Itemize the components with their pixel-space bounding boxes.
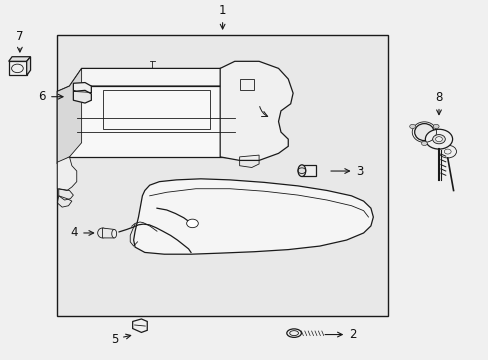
Circle shape	[432, 135, 445, 144]
Polygon shape	[73, 90, 91, 103]
Text: 4: 4	[71, 226, 93, 239]
Ellipse shape	[98, 228, 107, 238]
Text: 1: 1	[219, 4, 226, 29]
Polygon shape	[133, 179, 372, 254]
Circle shape	[432, 124, 438, 129]
Polygon shape	[57, 68, 81, 164]
Circle shape	[409, 124, 415, 129]
Circle shape	[425, 129, 452, 149]
Ellipse shape	[286, 329, 301, 337]
Polygon shape	[69, 68, 254, 86]
Polygon shape	[301, 165, 316, 176]
Polygon shape	[27, 57, 30, 76]
Polygon shape	[57, 86, 69, 164]
Polygon shape	[9, 57, 30, 61]
Text: 3: 3	[330, 165, 363, 177]
Polygon shape	[102, 228, 114, 238]
Text: 8: 8	[434, 91, 442, 114]
Polygon shape	[73, 82, 91, 95]
Ellipse shape	[414, 123, 433, 141]
Text: 2: 2	[325, 328, 356, 341]
Bar	[57, 35, 387, 316]
Text: 6: 6	[39, 90, 63, 103]
Polygon shape	[69, 86, 242, 157]
Polygon shape	[220, 61, 292, 161]
Polygon shape	[132, 319, 147, 332]
Circle shape	[421, 141, 427, 145]
Polygon shape	[9, 61, 27, 76]
Text: 7: 7	[16, 30, 23, 52]
Circle shape	[186, 219, 198, 228]
Polygon shape	[57, 157, 77, 190]
Text: 5: 5	[110, 333, 130, 346]
Circle shape	[438, 145, 456, 158]
Circle shape	[444, 149, 450, 154]
Ellipse shape	[297, 165, 305, 176]
Ellipse shape	[112, 229, 116, 238]
Circle shape	[435, 137, 442, 141]
